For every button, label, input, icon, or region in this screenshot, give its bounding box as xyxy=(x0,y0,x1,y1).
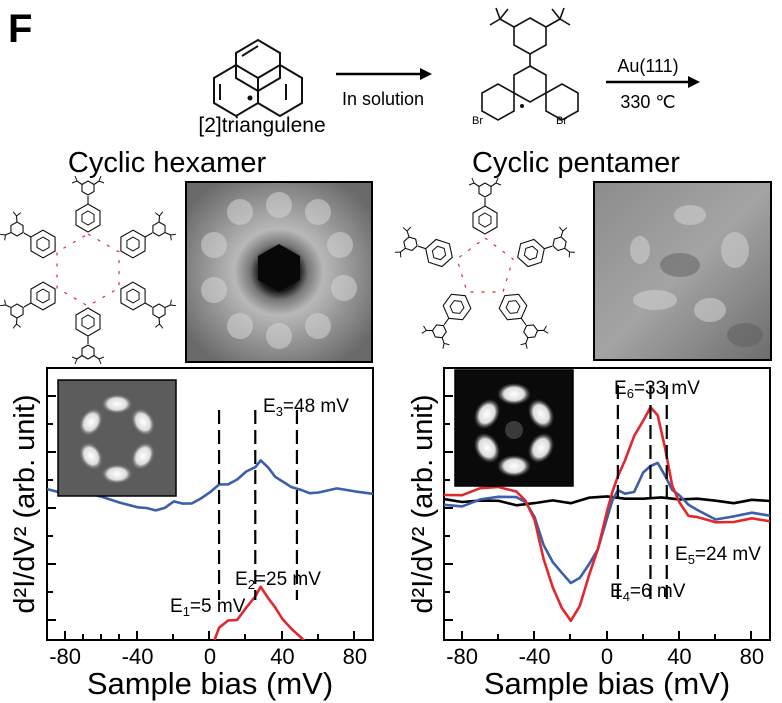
hexamer-xtick-label: -80 xyxy=(49,644,81,669)
bromine-right: Br xyxy=(556,115,567,127)
hexamer-xtick-label: -40 xyxy=(122,644,154,669)
pentamer-xtick-label: 0 xyxy=(601,644,613,669)
hexamer-series-blue xyxy=(47,459,373,512)
pentamer-xtick-label: -40 xyxy=(519,644,551,669)
hexamer-series-red xyxy=(213,585,306,640)
pentamer-xtick-label: 80 xyxy=(740,644,764,669)
hexamer-ylabel: d²I/dV² (arb. unit) xyxy=(9,394,41,613)
hexamer-title: Cyclic hexamer xyxy=(68,147,267,179)
pentamer-ylabel: d²I/dV² (arb. unit) xyxy=(407,394,439,613)
pentamer-xlabel: Sample bias (mV) xyxy=(484,666,730,701)
intermediate-structure xyxy=(481,7,579,121)
step2-condition-bottom: 330 ℃ xyxy=(620,92,675,112)
pentamer-marker-label: E5=24 mV xyxy=(675,544,761,567)
hexamer-marker-label: E2=25 mV xyxy=(235,569,321,592)
precursor-structure xyxy=(213,38,303,118)
hexamer-xtick-label: 40 xyxy=(270,644,294,669)
hexamer-stm-image xyxy=(185,181,373,363)
pentamer-marker-label: E4=6 mV xyxy=(610,581,686,604)
hexamer-ticks xyxy=(47,395,355,640)
step1-label: In solution xyxy=(342,89,424,109)
arrow-in-solution xyxy=(336,68,432,80)
pentamer-series-black xyxy=(444,495,770,507)
pentamer-title: Cyclic pentamer xyxy=(472,147,680,179)
bromine-left: Br xyxy=(472,115,483,127)
precursor-name: [2]triangulene xyxy=(198,114,325,137)
pentamer-marker-label: E6=33 mV xyxy=(614,378,700,401)
pentamer-series-red xyxy=(444,405,770,623)
pentamer-ticks xyxy=(444,395,752,640)
hexamer-xtick-label: 0 xyxy=(204,644,216,669)
hexamer-marker-label: E3=48 mV xyxy=(263,396,349,419)
hexamer-structure xyxy=(0,175,178,365)
step2-condition-top: Au(111) xyxy=(617,56,678,76)
pentamer-structure xyxy=(393,177,577,351)
pentamer-dIdV-inset xyxy=(454,369,574,487)
pentamer-xtick-label: 40 xyxy=(667,644,691,669)
hexamer-dIdV-inset xyxy=(57,379,177,497)
hexamer-xtick-label: 80 xyxy=(343,644,367,669)
hexamer-xlabel: Sample bias (mV) xyxy=(87,666,333,701)
pentamer-stm-image xyxy=(593,181,772,361)
hexamer-marker-label: E1=5 mV xyxy=(170,596,246,619)
panel-label: F xyxy=(8,7,32,51)
arrow-on-surface xyxy=(606,76,700,88)
pentamer-xtick-label: -80 xyxy=(446,644,478,669)
